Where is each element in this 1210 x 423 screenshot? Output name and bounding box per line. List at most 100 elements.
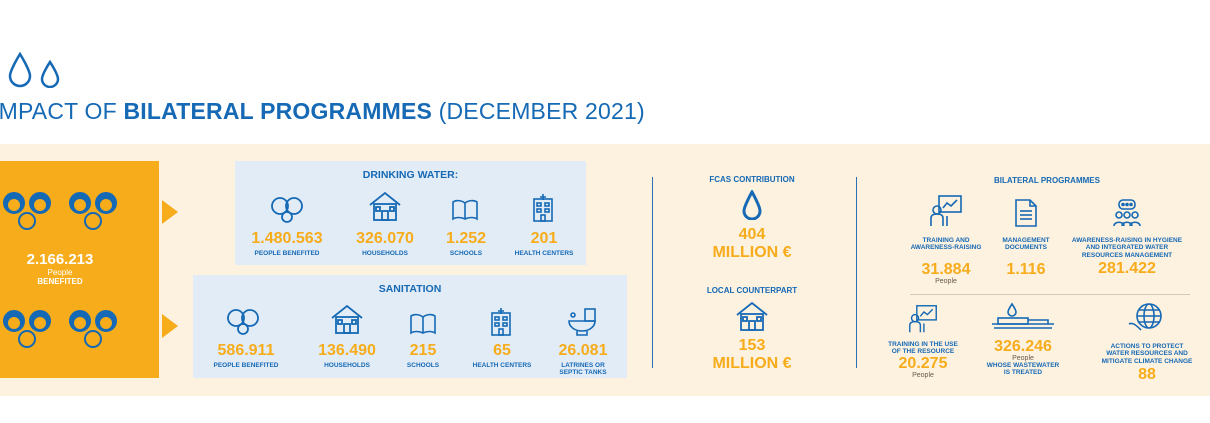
- stat-people-benefited: 586.911 PEOPLE BENEFITED: [201, 342, 291, 370]
- summary-value: 2.166.213: [26, 251, 94, 268]
- summary-box: 2.166.213 People BENEFITED: [0, 161, 159, 378]
- drop-icon: [741, 189, 763, 225]
- presentation-icon: [908, 304, 938, 339]
- climate-value: 88: [1138, 366, 1156, 384]
- hospital-icon: [531, 193, 555, 228]
- bilateral-training: TRAINING AND AWARENESS-RAISING 31.884 Pe…: [902, 194, 990, 285]
- stat-value: 65: [493, 342, 511, 359]
- stat-households: 136.490 HOUSEHOLDS: [307, 342, 387, 370]
- stat-value: 1.252: [445, 230, 487, 247]
- family-icon: [0, 307, 120, 356]
- docs-label1: MANAGEMENT: [1002, 237, 1050, 244]
- page-title: IMPACT OF BILATERAL PROGRAMMES (DECEMBER…: [0, 98, 645, 124]
- stat-label: HOUSEHOLDS: [362, 250, 408, 257]
- sanitation-title: SANITATION: [378, 283, 442, 295]
- bilateral-docs: MANAGEMENT DOCUMENTS 1.116: [990, 194, 1062, 278]
- drinking-water-title: DRINKING WATER:: [362, 169, 459, 181]
- sanitation-panel: SANITATION 586.911 PEOPLE BENEFITED 136.…: [193, 275, 627, 378]
- stat-schools: 215 SCHOOLS: [393, 342, 453, 370]
- stat-value: 326.070: [356, 230, 414, 247]
- hygiene-label1: AWARENESS-RAISING IN HYGIENE: [1071, 237, 1183, 244]
- group-chat-icon: [1112, 198, 1142, 233]
- stat-value: 586.911: [217, 342, 275, 359]
- stat-label: HOUSEHOLDS: [324, 362, 370, 369]
- bilateral-resource-training: TRAINING IN THE USE OF THE RESOURCE 20.2…: [880, 304, 966, 379]
- stat-label: LATRINES OR: [561, 362, 605, 369]
- family-icon: [0, 189, 120, 238]
- book-icon: [451, 199, 479, 226]
- arrow-right-icon: [162, 314, 178, 338]
- training-label1: TRAINING AND: [922, 237, 970, 244]
- docs-label2: DOCUMENTS: [1005, 244, 1047, 252]
- hygiene-label2: AND INTEGRATED WATER: [1085, 244, 1169, 252]
- resource-label1: TRAINING IN THE USE: [888, 341, 958, 348]
- house-icon: [329, 302, 365, 341]
- water-drops-icon: [6, 51, 64, 93]
- stat-value: 136.490: [318, 342, 376, 359]
- arrow-right-icon: [162, 200, 178, 224]
- stat-label-line2: SEPTIC TANKS: [559, 369, 607, 377]
- divider: [652, 177, 653, 368]
- stat-label: HEALTH CENTERS: [514, 250, 574, 257]
- treatment-plant-icon: [988, 302, 1058, 335]
- local-unit: MILLION €: [712, 355, 792, 373]
- stat-label: HEALTH CENTERS: [472, 362, 532, 369]
- drinking-water-panel: DRINKING WATER: 1.480.563 PEOPLE BENEFIT…: [235, 161, 586, 265]
- separator: [910, 294, 1190, 295]
- training-unit: People: [935, 277, 957, 285]
- stat-label: PEOPLE BENEFITED: [254, 250, 320, 257]
- hygiene-label3: RESOURCES MANAGEMENT: [1081, 251, 1173, 259]
- wastewater-unit: People: [1012, 355, 1034, 362]
- fcas-value: 404: [738, 226, 766, 244]
- stat-label: PEOPLE BENEFITED: [213, 362, 279, 369]
- house-icon: [734, 299, 770, 338]
- stat-label: SCHOOLS: [406, 362, 440, 369]
- divider: [856, 177, 857, 368]
- stat-value: 201: [530, 230, 558, 247]
- document-icon: [1013, 198, 1039, 233]
- docs-value: 1.116: [1006, 260, 1046, 278]
- summary-label: BENEFITED: [37, 277, 83, 286]
- presentation-icon: [929, 194, 963, 233]
- book-icon: [409, 313, 437, 340]
- bilateral-climate: ACTIONS TO PROTECT WATER RESOURCES AND M…: [1090, 302, 1204, 383]
- wastewater-value: 326.246: [994, 338, 1052, 355]
- training-value: 31.884: [921, 260, 971, 278]
- stat-latrines: 26.081 LATRINES OR SEPTIC TANKS: [543, 343, 623, 377]
- stat-health-centers: 201 HEALTH CENTERS: [507, 230, 581, 258]
- local-value: 153: [738, 337, 766, 355]
- climate-label2: WATER RESOURCES AND: [1106, 350, 1188, 358]
- stat-schools: 1.252 SCHOOLS: [437, 230, 495, 258]
- hygiene-value: 281.422: [1098, 260, 1156, 278]
- resource-value: 20.275: [898, 354, 948, 372]
- stat-households: 326.070 HOUSEHOLDS: [347, 230, 423, 258]
- wastewater-label2: IS TREATED: [1003, 369, 1043, 377]
- summary-stat: 2.166.213 People BENEFITED: [0, 251, 120, 286]
- stat-value: 215: [409, 342, 437, 359]
- local-counterpart: LOCAL COUNTERPART 153 MILLION €: [690, 286, 814, 372]
- resource-label2: OF THE RESOURCE: [891, 348, 955, 356]
- people-icon: [269, 195, 305, 228]
- house-icon: [367, 189, 403, 228]
- hospital-icon: [489, 307, 513, 342]
- climate-label1: ACTIONS TO PROTECT: [1110, 343, 1184, 350]
- stat-value: 26.081: [558, 342, 608, 359]
- bilateral-wastewater: 326.246 People WHOSE WASTEWATER IS TREAT…: [978, 302, 1068, 377]
- resource-unit: People: [912, 371, 934, 379]
- people-icon: [225, 307, 261, 340]
- stat-value: 1.480.563: [251, 230, 323, 247]
- bilateral-hygiene: AWARENESS-RAISING IN HYGIENE AND INTEGRA…: [1064, 194, 1190, 277]
- wastewater-label1: WHOSE WASTEWATER: [986, 362, 1060, 369]
- fcas-unit: MILLION €: [712, 244, 792, 262]
- fcas-contribution: FCAS CONTRIBUTION 404 MILLION €: [690, 175, 814, 261]
- stat-health-centers: 65 HEALTH CENTERS: [465, 342, 539, 370]
- fcas-title: FCAS CONTRIBUTION: [709, 175, 795, 184]
- bilateral-title: BILATERAL PROGRAMMES: [994, 176, 1100, 185]
- summary-unit: People: [47, 268, 73, 277]
- climate-label3: MITIGATE CLIMATE CHANGE: [1101, 357, 1193, 365]
- local-title: LOCAL COUNTERPART: [706, 286, 798, 295]
- toilet-icon: [565, 307, 599, 342]
- globe-hand-icon: [1127, 302, 1167, 339]
- training-label2: AWARENESS-RAISING: [910, 244, 982, 252]
- stat-people-benefited: 1.480.563 PEOPLE BENEFITED: [245, 230, 329, 258]
